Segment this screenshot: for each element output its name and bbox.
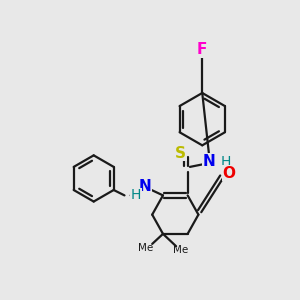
Text: H: H (131, 188, 141, 203)
Text: Me: Me (173, 245, 188, 255)
Text: Me: Me (138, 243, 154, 253)
Text: S: S (175, 146, 186, 160)
Text: N: N (138, 178, 151, 194)
Text: O: O (223, 166, 236, 181)
Text: H: H (220, 154, 230, 169)
Text: F: F (197, 42, 207, 57)
Text: N: N (203, 154, 216, 169)
